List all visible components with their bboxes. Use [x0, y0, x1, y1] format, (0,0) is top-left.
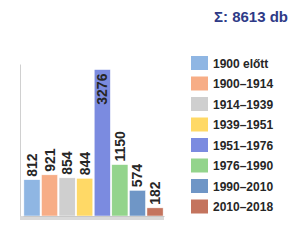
bar	[112, 165, 128, 216]
legend-swatch	[191, 200, 208, 214]
data-label: 854	[59, 151, 75, 175]
chart: 812921854844 3276 1150574182 Σ: 8613 db 1900…	[0, 0, 299, 249]
legend-label: 1951–1976	[213, 139, 273, 153]
data-label: 3276	[94, 73, 110, 104]
legend: 1900 előtt 1900–1914 1914–1939 1939–1951 195…	[191, 56, 273, 214]
legend-label: 1900 előtt	[213, 57, 268, 71]
data-label: 574	[129, 164, 145, 188]
bar	[24, 180, 40, 216]
data-label: 812	[24, 153, 40, 177]
legend-item: 1976–1990	[191, 159, 273, 174]
x-axis-line	[24, 216, 165, 217]
data-label: 1150	[112, 131, 128, 162]
bars	[24, 70, 163, 216]
legend-label: 1939–1951	[213, 118, 273, 132]
bar	[59, 178, 75, 216]
legend-label: 1990–2010	[213, 180, 273, 194]
legend-swatch	[191, 138, 208, 152]
legend-item: 2010–2018	[191, 200, 273, 215]
legend-swatch	[191, 56, 208, 70]
title: Σ: 8613 db	[214, 8, 288, 25]
bar	[77, 178, 93, 216]
data-label: 182	[147, 181, 163, 205]
y-axis	[20, 65, 21, 217]
legend-swatch	[191, 179, 208, 193]
legend-item: 1900 előtt	[191, 56, 268, 71]
y-axis-line	[20, 65, 21, 217]
legend-label: 2010–2018	[213, 200, 273, 214]
legend-swatch	[191, 159, 208, 173]
legend-swatch	[191, 77, 208, 91]
data-labels: 812921854844 3276 1150574182	[24, 73, 163, 205]
legend-label: 1900–1914	[213, 77, 273, 91]
legend-item: 1900–1914	[191, 77, 273, 92]
bar	[41, 175, 57, 216]
legend-swatch	[191, 118, 208, 132]
legend-item: 1951–1976	[191, 138, 273, 153]
legend-label: 1914–1939	[213, 98, 273, 112]
bar	[129, 190, 145, 216]
bar	[94, 70, 110, 216]
legend-swatch	[191, 97, 208, 111]
data-label: 844	[77, 152, 93, 176]
legend-item: 1939–1951	[191, 118, 273, 133]
legend-item: 1990–2010	[191, 179, 273, 194]
legend-label: 1976–1990	[213, 159, 273, 173]
floor	[20, 216, 164, 220]
bar	[147, 208, 163, 216]
legend-item: 1914–1939	[191, 97, 273, 112]
data-label: 921	[42, 148, 58, 172]
